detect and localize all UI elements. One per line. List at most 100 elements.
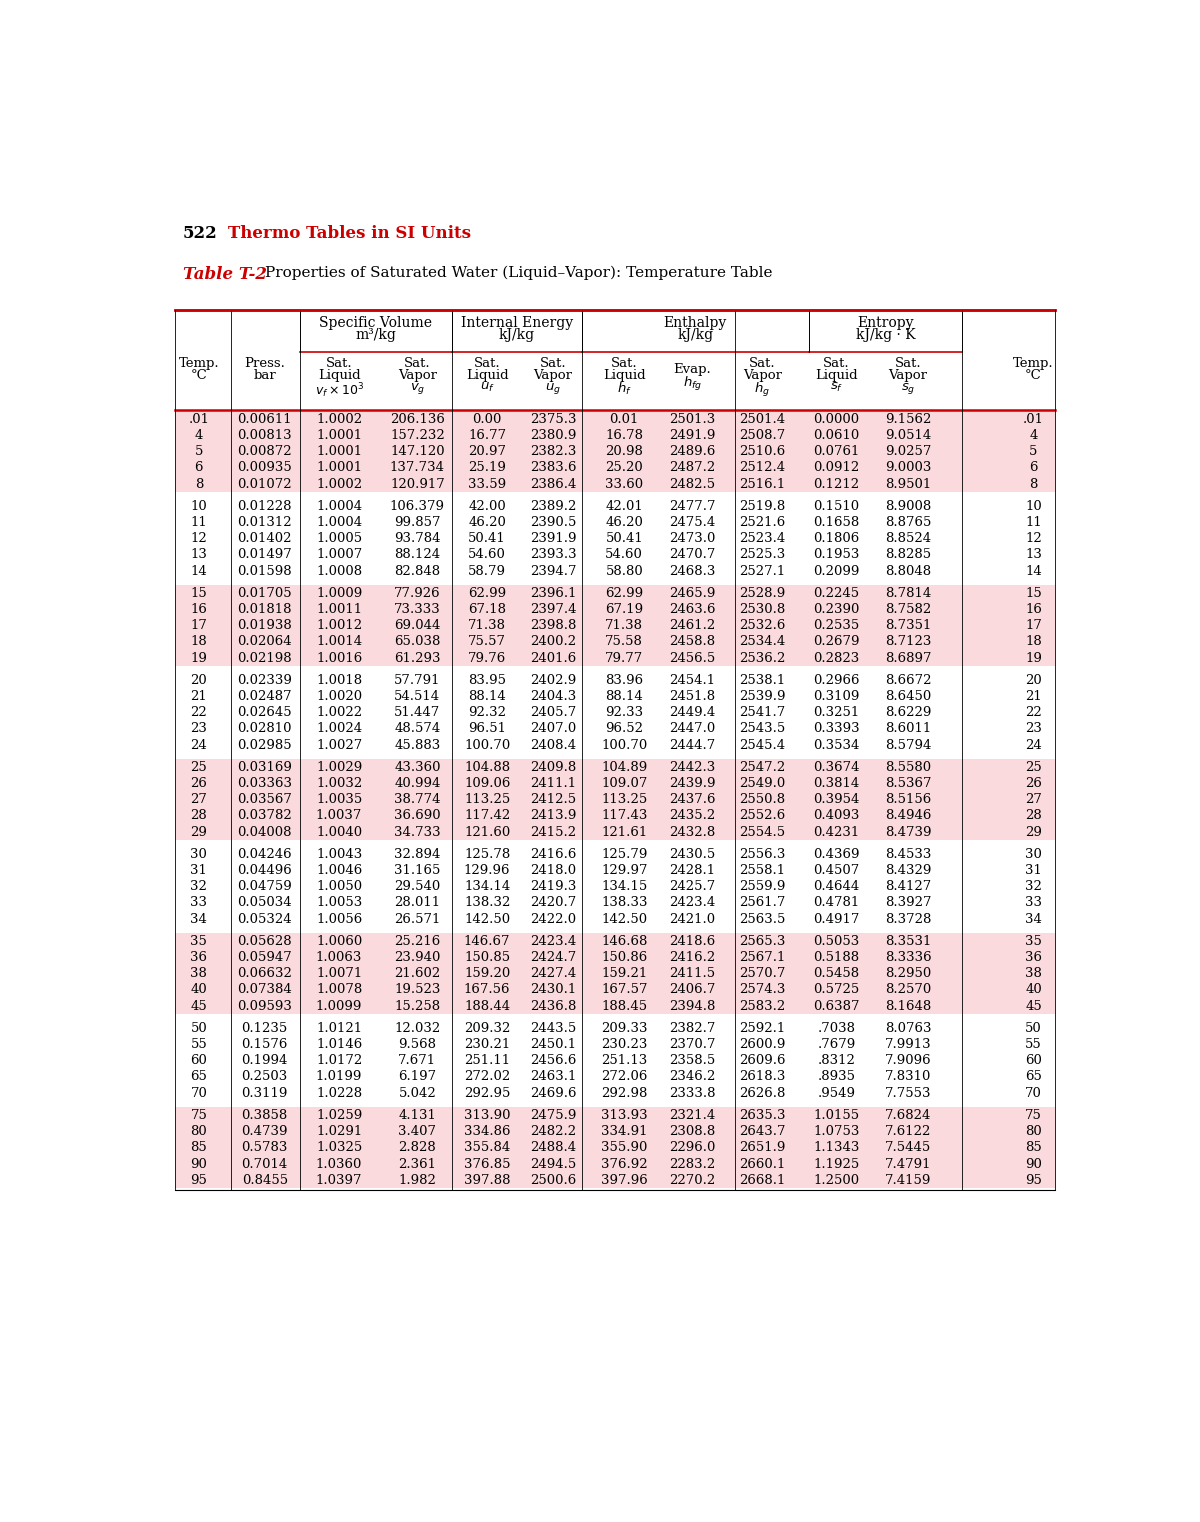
Text: 1.0071: 1.0071 xyxy=(316,968,362,980)
Text: 376.92: 376.92 xyxy=(601,1158,648,1170)
Text: 2570.7: 2570.7 xyxy=(739,968,786,980)
Text: 50: 50 xyxy=(191,1021,208,1035)
Text: 2394.8: 2394.8 xyxy=(670,1000,715,1012)
Text: 1.0035: 1.0035 xyxy=(316,793,362,807)
Text: 75: 75 xyxy=(1025,1110,1042,1122)
Text: 73.333: 73.333 xyxy=(394,603,440,616)
Text: 0.7014: 0.7014 xyxy=(241,1158,288,1170)
Text: 0.4231: 0.4231 xyxy=(814,825,859,839)
Text: 8.3531: 8.3531 xyxy=(884,935,931,948)
Text: 50.41: 50.41 xyxy=(468,533,506,545)
Text: 2567.1: 2567.1 xyxy=(739,951,786,963)
Text: 0.3858: 0.3858 xyxy=(241,1110,288,1122)
Text: 36.690: 36.690 xyxy=(394,810,440,822)
Text: 96.52: 96.52 xyxy=(605,723,643,735)
Text: 2456.5: 2456.5 xyxy=(670,651,715,665)
Text: 8.2950: 8.2950 xyxy=(884,968,931,980)
Text: 95: 95 xyxy=(191,1173,208,1187)
Text: 142.50: 142.50 xyxy=(601,913,647,925)
Text: 138.32: 138.32 xyxy=(464,896,510,910)
Text: 2668.1: 2668.1 xyxy=(739,1173,786,1187)
Text: 31: 31 xyxy=(1025,864,1042,877)
Text: Sat.: Sat. xyxy=(823,356,850,370)
Text: 8.6672: 8.6672 xyxy=(884,674,931,686)
Text: 1.0056: 1.0056 xyxy=(316,913,362,925)
Text: 0.2245: 0.2245 xyxy=(814,587,859,600)
Text: 2477.7: 2477.7 xyxy=(670,499,715,513)
Text: 8.7814: 8.7814 xyxy=(884,587,931,600)
Text: 51.447: 51.447 xyxy=(395,706,440,720)
Text: 38.774: 38.774 xyxy=(394,793,440,807)
Text: 60: 60 xyxy=(191,1055,208,1067)
Text: 2456.6: 2456.6 xyxy=(530,1055,576,1067)
Text: 0.01072: 0.01072 xyxy=(238,478,292,490)
Text: 17: 17 xyxy=(1025,619,1042,632)
Text: 6.197: 6.197 xyxy=(398,1070,437,1084)
Text: 2525.3: 2525.3 xyxy=(739,548,785,562)
Text: 28.011: 28.011 xyxy=(395,896,440,910)
Text: 1.0043: 1.0043 xyxy=(316,848,362,861)
Text: 0.00611: 0.00611 xyxy=(238,412,292,426)
Text: 0.3109: 0.3109 xyxy=(814,689,860,703)
Text: 2549.0: 2549.0 xyxy=(739,778,785,790)
Text: 0.5188: 0.5188 xyxy=(814,951,859,963)
Bar xyxy=(175,618,1055,633)
Text: 2430.5: 2430.5 xyxy=(670,848,715,861)
Text: 100.70: 100.70 xyxy=(601,738,648,752)
Text: 1.0014: 1.0014 xyxy=(316,636,362,648)
Bar xyxy=(175,444,1055,460)
Text: 2408.4: 2408.4 xyxy=(530,738,576,752)
Text: 2394.7: 2394.7 xyxy=(529,565,576,578)
Text: 2532.6: 2532.6 xyxy=(739,619,786,632)
Text: 24: 24 xyxy=(191,738,208,752)
Text: 104.89: 104.89 xyxy=(601,761,648,775)
Text: .8312: .8312 xyxy=(817,1055,856,1067)
Text: 134.14: 134.14 xyxy=(464,880,510,893)
Text: 12: 12 xyxy=(191,533,208,545)
Text: 42.00: 42.00 xyxy=(468,499,506,513)
Text: 0.1658: 0.1658 xyxy=(814,516,859,530)
Text: 18: 18 xyxy=(191,636,208,648)
Text: $h_g$: $h_g$ xyxy=(755,382,770,399)
Text: 522: 522 xyxy=(182,225,217,242)
Text: 2444.7: 2444.7 xyxy=(670,738,715,752)
Text: 19: 19 xyxy=(1025,651,1042,665)
Text: 2488.4: 2488.4 xyxy=(530,1142,576,1154)
Bar xyxy=(175,1108,1055,1123)
Text: 80: 80 xyxy=(1025,1125,1042,1138)
Text: 62.99: 62.99 xyxy=(605,587,643,600)
Text: 46.20: 46.20 xyxy=(605,516,643,530)
Text: 109.06: 109.06 xyxy=(464,778,510,790)
Text: Thermo Tables in SI Units: Thermo Tables in SI Units xyxy=(228,225,470,242)
Text: 150.85: 150.85 xyxy=(464,951,510,963)
Text: 104.88: 104.88 xyxy=(464,761,510,775)
Text: 0.2679: 0.2679 xyxy=(814,636,860,648)
Text: $v_g$: $v_g$ xyxy=(409,382,425,396)
Text: 8.3927: 8.3927 xyxy=(884,896,931,910)
Text: 1.0018: 1.0018 xyxy=(316,674,362,686)
Text: 2413.9: 2413.9 xyxy=(530,810,576,822)
Text: 0.1806: 0.1806 xyxy=(814,533,859,545)
Text: 2519.8: 2519.8 xyxy=(739,499,785,513)
Text: 29.540: 29.540 xyxy=(395,880,440,893)
Text: 0.02064: 0.02064 xyxy=(238,636,292,648)
Text: 2465.9: 2465.9 xyxy=(670,587,715,600)
Bar xyxy=(175,460,1055,476)
Text: 109.07: 109.07 xyxy=(601,778,648,790)
Bar xyxy=(175,1172,1055,1189)
Text: 42.01: 42.01 xyxy=(606,499,643,513)
Text: 13: 13 xyxy=(191,548,208,562)
Text: 2454.1: 2454.1 xyxy=(670,674,715,686)
Text: 21.602: 21.602 xyxy=(395,968,440,980)
Text: 157.232: 157.232 xyxy=(390,429,445,441)
Text: 2389.2: 2389.2 xyxy=(530,499,576,513)
Text: 1.0146: 1.0146 xyxy=(316,1038,362,1052)
Text: Press.: Press. xyxy=(245,356,286,370)
Text: 1.0011: 1.0011 xyxy=(316,603,362,616)
Text: 6: 6 xyxy=(194,461,203,475)
Text: 2370.7: 2370.7 xyxy=(670,1038,715,1052)
Text: 2534.4: 2534.4 xyxy=(739,636,785,648)
Text: 71.38: 71.38 xyxy=(468,619,506,632)
Text: 272.06: 272.06 xyxy=(601,1070,648,1084)
Text: 0.0610: 0.0610 xyxy=(814,429,859,441)
